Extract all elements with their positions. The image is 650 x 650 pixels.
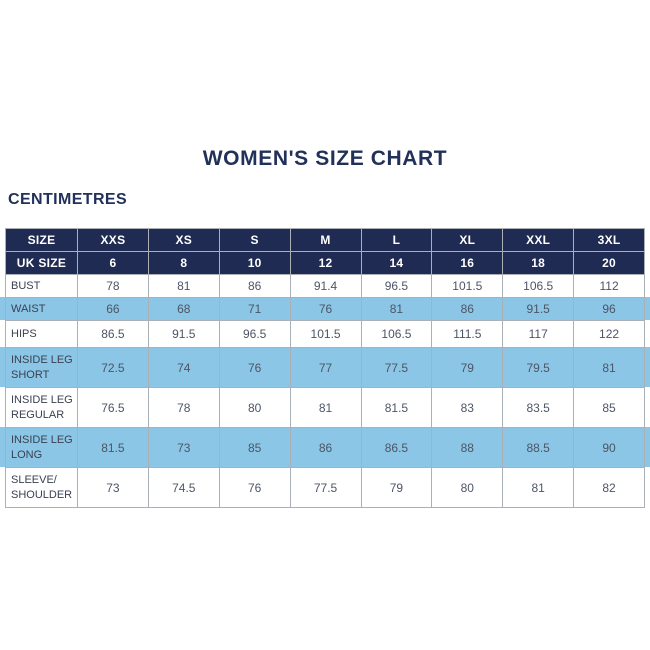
value-cell: 88.5 — [502, 427, 575, 468]
value-cell: 77.5 — [360, 347, 433, 388]
value-cell: 106.5 — [502, 274, 575, 298]
value-cell: 88 — [431, 427, 504, 468]
value-cell: 82 — [573, 467, 645, 508]
value-cell: 96.5 — [360, 274, 433, 298]
header-label-cell: UK SIZE — [5, 251, 78, 275]
value-cell: 83.5 — [502, 387, 575, 428]
page-title: WOMEN'S SIZE CHART — [202, 147, 448, 170]
value-cell: 80 — [218, 387, 291, 428]
value-cell: 74 — [147, 347, 220, 388]
value-cell: 81 — [360, 297, 433, 321]
table-header-row: UK SIZE 6 8 10 12 14 16 18 20 — [5, 251, 645, 275]
header-value-cell: M — [289, 228, 362, 252]
header-value-cell: 10 — [218, 251, 291, 275]
value-cell: 83 — [431, 387, 504, 428]
table-row: INSIDE LEG LONG 81.5 73 85 86 86.5 88 88.5 90 — [5, 427, 645, 468]
row-label-cell: HIPS — [5, 320, 78, 348]
value-cell: 79 — [360, 467, 433, 508]
table-header-row: SIZE XXS XS S M L XL XXL 3XL — [5, 228, 645, 252]
value-cell: 73 — [147, 427, 220, 468]
header-value-cell: 12 — [289, 251, 362, 275]
value-cell: 86 — [289, 427, 362, 468]
value-cell: 77 — [289, 347, 362, 388]
value-cell: 81.5 — [360, 387, 433, 428]
table-row: HIPS 86.5 91.5 96.5 101.5 106.5 111.5 117 122 — [5, 320, 645, 348]
value-cell: 117 — [502, 320, 575, 348]
table-row: WAIST 66 68 71 76 81 86 91.5 96 — [5, 297, 645, 321]
value-cell: 81 — [289, 387, 362, 428]
value-cell: 81.5 — [77, 427, 149, 468]
value-cell: 72.5 — [77, 347, 149, 388]
header-value-cell: 18 — [502, 251, 575, 275]
value-cell: 112 — [573, 274, 645, 298]
value-cell: 96.5 — [218, 320, 291, 348]
value-cell: 77.5 — [289, 467, 362, 508]
row-label-cell: INSIDE LEG SHORT — [5, 347, 78, 388]
value-cell: 66 — [77, 297, 149, 321]
header-value-cell: XXL — [502, 228, 575, 252]
header-value-cell: 14 — [360, 251, 433, 275]
header-value-cell: XXS — [77, 228, 149, 252]
row-label-cell: BUST — [5, 274, 78, 298]
header-value-cell: 6 — [77, 251, 149, 275]
row-label-cell: INSIDE LEG REGULAR — [5, 387, 78, 428]
table-row: INSIDE LEG SHORT 72.5 74 76 77 77.5 79 79.5 81 — [5, 347, 645, 388]
value-cell: 96 — [573, 297, 645, 321]
header-value-cell: XL — [431, 228, 504, 252]
value-cell: 73 — [77, 467, 149, 508]
value-cell: 78 — [147, 387, 220, 428]
value-cell: 76 — [218, 467, 291, 508]
value-cell: 101.5 — [431, 274, 504, 298]
header-value-cell: XS — [147, 228, 220, 252]
table-row: SLEEVE/ SHOULDER 73 74.5 76 77.5 79 80 81 82 — [5, 467, 645, 508]
value-cell: 86 — [431, 297, 504, 321]
value-cell: 76 — [218, 347, 291, 388]
table-row: BUST 78 81 86 91.4 96.5 101.5 106.5 112 — [5, 274, 645, 298]
value-cell: 111.5 — [431, 320, 504, 348]
unit-label: CENTIMETRES — [8, 191, 128, 208]
row-label-cell: SLEEVE/ SHOULDER — [5, 467, 78, 508]
value-cell: 68 — [147, 297, 220, 321]
value-cell: 79 — [431, 347, 504, 388]
value-cell: 85 — [573, 387, 645, 428]
value-cell: 101.5 — [289, 320, 362, 348]
row-label-cell: WAIST — [5, 297, 78, 321]
value-cell: 78 — [77, 274, 149, 298]
value-cell: 90 — [573, 427, 645, 468]
value-cell: 74.5 — [147, 467, 220, 508]
value-cell: 80 — [431, 467, 504, 508]
value-cell: 76.5 — [77, 387, 149, 428]
value-cell: 81 — [573, 347, 645, 388]
header-label-cell: SIZE — [5, 228, 78, 252]
value-cell: 76 — [289, 297, 362, 321]
header-value-cell: 16 — [431, 251, 504, 275]
value-cell: 86.5 — [77, 320, 149, 348]
value-cell: 86.5 — [360, 427, 433, 468]
header-value-cell: L — [360, 228, 433, 252]
value-cell: 81 — [147, 274, 220, 298]
value-cell: 79.5 — [502, 347, 575, 388]
header-value-cell: 20 — [573, 251, 645, 275]
value-cell: 86 — [218, 274, 291, 298]
header-value-cell: 3XL — [573, 228, 645, 252]
value-cell: 122 — [573, 320, 645, 348]
header-value-cell: 8 — [147, 251, 220, 275]
header-value-cell: S — [218, 228, 291, 252]
size-table: SIZE XXS XS S M L XL XXL 3XL UK SIZE 6 8 10 12 14 16 18 2… — [5, 228, 645, 508]
value-cell: 81 — [502, 467, 575, 508]
value-cell: 91.4 — [289, 274, 362, 298]
value-cell: 106.5 — [360, 320, 433, 348]
value-cell: 91.5 — [147, 320, 220, 348]
value-cell: 71 — [218, 297, 291, 321]
value-cell: 91.5 — [502, 297, 575, 321]
table-row: INSIDE LEG REGULAR 76.5 78 80 81 81.5 83 83.5 85 — [5, 387, 645, 428]
row-label-cell: INSIDE LEG LONG — [5, 427, 78, 468]
value-cell: 85 — [218, 427, 291, 468]
